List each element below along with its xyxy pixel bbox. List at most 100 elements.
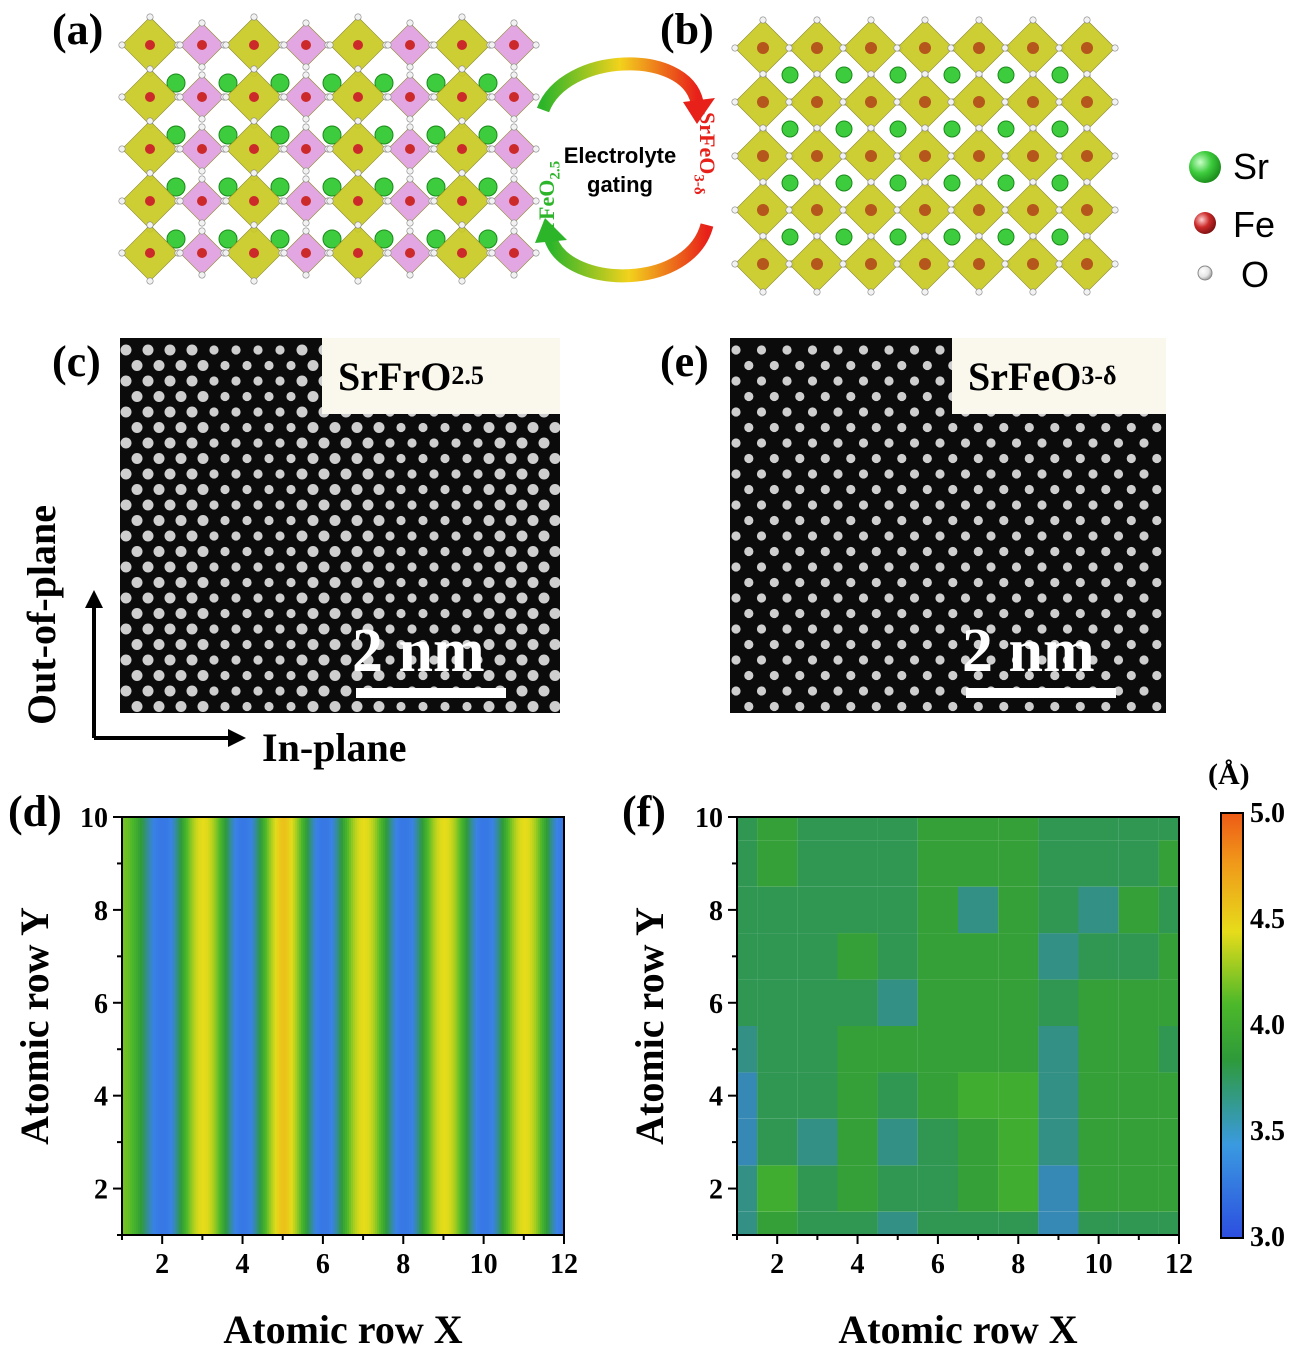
- atom-column: [131, 608, 143, 619]
- o-atom: [785, 206, 793, 214]
- o-atom: [176, 93, 184, 101]
- atom-column: [922, 391, 932, 402]
- sr-atom: [426, 229, 446, 249]
- o-atom: [785, 98, 793, 106]
- atom-column: [527, 670, 539, 681]
- heatmap-stripe: [365, 817, 368, 1235]
- o-atom: [146, 117, 154, 125]
- atom-column: [744, 391, 754, 402]
- atom-column: [782, 500, 792, 510]
- fe-atom: [757, 42, 769, 54]
- atom-column: [756, 686, 767, 696]
- heatmap-stripe: [278, 817, 282, 1235]
- heatmap-stripe: [355, 817, 358, 1235]
- atom-column: [307, 453, 319, 464]
- atom-column: [473, 469, 483, 479]
- heatmap-stripe: [357, 817, 360, 1235]
- sr-atom: [374, 125, 394, 145]
- heatmap-stripe: [347, 817, 350, 1235]
- atom-column: [373, 639, 385, 650]
- heatmap-stripe: [170, 817, 173, 1235]
- o-atom: [250, 221, 258, 229]
- heatmap-stripe: [314, 817, 318, 1235]
- heatmap-stripe: [196, 817, 199, 1235]
- heatmap-cell: [797, 979, 838, 1026]
- o-atom: [532, 249, 540, 257]
- atom-column: [286, 670, 296, 681]
- atom-column: [871, 639, 881, 650]
- atom-column: [429, 500, 439, 510]
- atom-column: [769, 515, 779, 526]
- atom-column: [418, 422, 428, 433]
- cycle-left-formula-base: SrFeO: [534, 179, 559, 242]
- atom-column: [483, 639, 495, 650]
- atom-column: [1152, 701, 1162, 712]
- o-atom: [118, 249, 126, 257]
- heatmap-stripe: [246, 817, 250, 1235]
- x-tick-label: 6: [931, 1249, 945, 1280]
- atom-column: [220, 639, 230, 650]
- atom-column: [1152, 546, 1162, 557]
- atom-column: [418, 639, 428, 650]
- atom-column: [253, 469, 263, 479]
- atom-column: [505, 546, 517, 557]
- heatmap-cell: [797, 840, 838, 887]
- y-tick-label: 10: [695, 803, 723, 834]
- fe-atom: [757, 96, 769, 108]
- atom-column: [871, 422, 881, 433]
- o-atom: [839, 152, 847, 160]
- colorbar-tick-5: 5.0: [1250, 798, 1285, 829]
- heatmap-cell: [1118, 1026, 1159, 1073]
- atom-column: [1050, 577, 1060, 588]
- atom-column: [731, 531, 741, 541]
- fe-atom: [457, 92, 467, 102]
- o-atom: [222, 93, 230, 101]
- o-atom: [510, 175, 518, 183]
- heatmap-cell: [1158, 1165, 1179, 1212]
- o-atom: [146, 277, 154, 285]
- o-atom: [893, 260, 901, 268]
- atom-column: [418, 701, 428, 712]
- heatmap-stripe: [220, 817, 224, 1235]
- atom-column: [142, 437, 154, 449]
- heatmap-stripe: [477, 817, 481, 1235]
- atom-column: [782, 438, 792, 448]
- o-atom: [947, 260, 955, 268]
- atom-column: [986, 593, 996, 603]
- atom-column: [286, 639, 296, 650]
- atom-column: [948, 422, 958, 433]
- atom-column: [909, 469, 920, 479]
- sr-atom: [997, 66, 1015, 84]
- heatmap-cell: [737, 886, 758, 934]
- atom-column: [494, 561, 506, 573]
- o-atom: [759, 178, 767, 186]
- heatmap-stripe: [140, 817, 143, 1235]
- heatmap-stripe: [194, 817, 197, 1235]
- atom-column: [538, 437, 550, 449]
- o-atom: [785, 44, 793, 52]
- atom-column: [1062, 500, 1073, 510]
- atom-column: [264, 422, 274, 433]
- heatmap-stripe: [423, 817, 426, 1235]
- atom-column: [782, 376, 792, 386]
- heatmap-stripe: [449, 817, 453, 1235]
- heatmap-stripe: [250, 817, 254, 1235]
- heatmap-stripe: [375, 817, 378, 1235]
- atom-column: [909, 686, 920, 696]
- atom-column: [973, 515, 983, 526]
- heatmap-cell: [1158, 817, 1179, 841]
- heatmap-stripe: [308, 817, 312, 1235]
- atom-column: [1101, 701, 1111, 712]
- atom-column: [516, 592, 528, 604]
- atom-column: [756, 376, 767, 386]
- atom-column: [858, 469, 869, 479]
- atom-column: [1088, 531, 1098, 541]
- atom-column: [960, 500, 971, 510]
- sr-atom: [781, 120, 799, 138]
- heatmap-cell: [837, 840, 878, 887]
- heatmap-stripe: [543, 817, 547, 1235]
- atom-column: [407, 655, 417, 665]
- atom-column: [120, 654, 132, 666]
- atom-column: [164, 592, 176, 604]
